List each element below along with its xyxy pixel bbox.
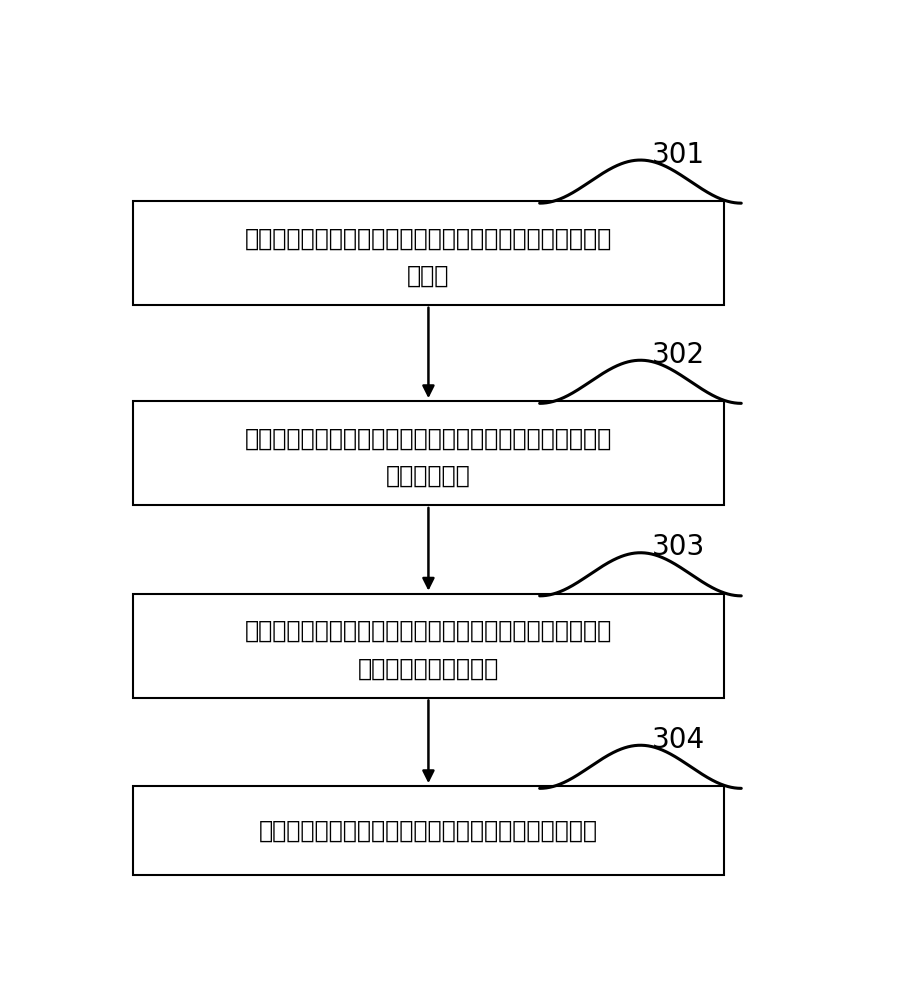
Bar [133, 594, 724, 698]
Text: 为当前亮度值: 为当前亮度值 [386, 464, 471, 488]
Text: 根据所述当前曝光参数对所述相机模组的参数进行设置: 根据所述当前曝光参数对所述相机模组的参数进行设置 [259, 818, 598, 842]
Text: 行存储: 行存储 [407, 264, 449, 288]
Text: 301: 301 [652, 141, 705, 169]
Text: 响应于触发的相机开启操作，获取最近一次的环境亮度值作: 响应于触发的相机开启操作，获取最近一次的环境亮度值作 [245, 426, 612, 450]
Text: 302: 302 [652, 341, 705, 369]
Text: 304: 304 [652, 726, 705, 754]
Text: 值对应的当前曝光参数: 值对应的当前曝光参数 [358, 656, 499, 680]
Bar [133, 786, 724, 875]
Bar [133, 201, 724, 305]
Text: 303: 303 [652, 533, 705, 561]
Text: 感光模组中的感光部件按照设定频率获取环境亮度值，并进: 感光模组中的感光部件按照设定频率获取环境亮度值，并进 [245, 226, 612, 250]
Bar [133, 401, 724, 505]
Text: 根据环境亮度值与曝光参数的对应关系，确定所述当前亮度: 根据环境亮度值与曝光参数的对应关系，确定所述当前亮度 [245, 619, 612, 643]
